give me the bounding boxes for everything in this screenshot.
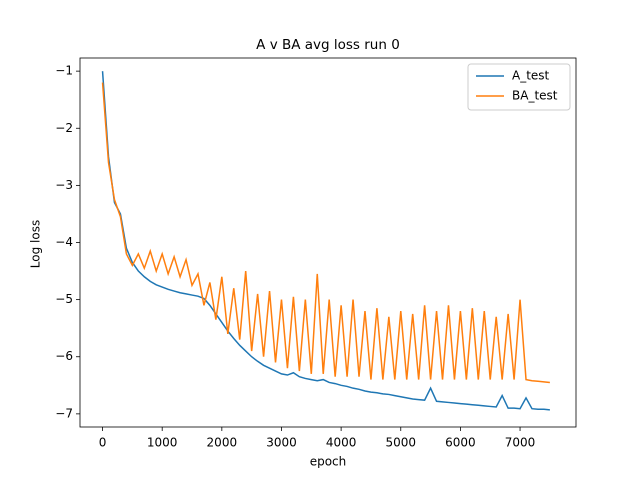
- y-axis-label: Log loss: [29, 220, 43, 268]
- legend-label: A_test: [512, 69, 550, 83]
- y-tick-label: −3: [55, 178, 73, 192]
- y-tick-label: −1: [55, 64, 73, 78]
- y-tick-label: −4: [55, 235, 73, 249]
- x-tick-label: 0: [99, 436, 107, 450]
- chart-title: A v BA avg loss run 0: [256, 37, 400, 53]
- x-tick-label: 3000: [266, 436, 297, 450]
- y-tick-label: −2: [55, 121, 73, 135]
- y-tick-label: −6: [55, 349, 73, 363]
- legend: A_test BA_test: [467, 63, 571, 111]
- plot-frame: [79, 57, 577, 428]
- x-tick-label: 2000: [207, 436, 238, 450]
- line-series: [101, 82, 550, 384]
- y-tick-label: −7: [55, 406, 73, 420]
- x-tick-label: 5000: [385, 436, 416, 450]
- x-tick-label: 4000: [326, 436, 357, 450]
- legend-label: BA_test: [512, 89, 558, 103]
- x-tick-label: 6000: [445, 436, 476, 450]
- y-tick-label: −5: [55, 292, 73, 306]
- x-tick-label: 7000: [505, 436, 536, 450]
- line-series: [101, 71, 550, 411]
- x-axis-label: epoch: [310, 455, 347, 469]
- x-tick-label: 1000: [147, 436, 178, 450]
